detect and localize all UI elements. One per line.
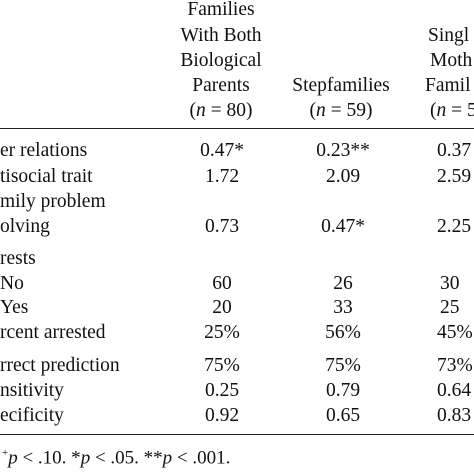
- col2-n-var: n: [316, 100, 326, 121]
- col3-header-line1: Singl: [428, 25, 470, 46]
- col1-header-n: (n = 80): [189, 100, 253, 121]
- cell-col2: 0.47*: [321, 216, 365, 237]
- footnote-text: < .10. *: [17, 447, 81, 469]
- row-label: rrect prediction: [0, 355, 120, 376]
- cell-col2: 56%: [325, 322, 361, 343]
- footnote-dagger: +: [2, 447, 9, 459]
- cell-col3: 0.83: [437, 405, 472, 426]
- col1-n-value: = 80): [205, 100, 253, 121]
- row-label: No: [0, 273, 24, 294]
- footnote-p: p: [80, 447, 91, 469]
- col1-n-var: n: [196, 100, 206, 121]
- cell-col3: 2.59: [437, 166, 472, 187]
- col2-header: Stepfamilies: [292, 75, 390, 96]
- bottom-rule: [0, 434, 474, 435]
- cell-col2: 0.79: [325, 380, 361, 401]
- cell-col2: 0.23**: [316, 140, 370, 161]
- cell-col2: 0.65: [325, 405, 361, 426]
- row-label: olving: [0, 216, 50, 237]
- cell-col1: 25%: [204, 322, 240, 343]
- header-rule: [0, 128, 474, 129]
- col2-n-value: = 59): [325, 100, 373, 121]
- col3-header-line2: Moth: [430, 50, 473, 71]
- col2-header-n: (n = 59): [309, 100, 373, 121]
- cell-col3: 0.37: [437, 140, 472, 161]
- cell-col1: 60: [212, 273, 232, 294]
- row-label: rcent arrested: [0, 322, 106, 343]
- footnote-text: < .05. **: [90, 447, 163, 469]
- footnote-p: p: [8, 447, 18, 469]
- row-label: rests: [0, 248, 36, 269]
- row-label: ecificity: [0, 405, 64, 426]
- col3-n-value: = 5: [446, 100, 474, 121]
- col3-n-var: n: [436, 100, 447, 121]
- cell-col1: 0.73: [204, 216, 240, 237]
- cell-col1: 20: [212, 297, 232, 318]
- table-footnote: +p < .10. *p < .05. **p < .001.: [2, 447, 231, 469]
- cell-col1: 75%: [204, 355, 240, 376]
- col1-header-line4: Parents: [192, 75, 250, 96]
- col3-header-n: (n = 5: [430, 101, 474, 121]
- row-label: tisocial trait: [0, 166, 93, 187]
- row-label: nsitivity: [0, 380, 64, 401]
- row-label: mily problem: [0, 191, 106, 212]
- cell-col3: 2.25: [437, 216, 472, 237]
- row-label: Yes: [0, 297, 29, 318]
- col3-header-line3: Famil: [425, 75, 471, 96]
- cell-col2: 2.09: [325, 166, 361, 187]
- cell-col1: 0.92: [204, 405, 240, 426]
- row-label: er relations: [0, 140, 88, 161]
- col1-header-line1: Families: [187, 0, 255, 20]
- cell-col3: 45%: [437, 322, 473, 343]
- cell-col2: 33: [333, 297, 353, 318]
- col1-header-line2: With Both: [180, 25, 262, 46]
- cell-col3: 0.64: [437, 380, 472, 401]
- footnote-p: p: [162, 447, 173, 469]
- cell-col1: 1.72: [204, 166, 240, 187]
- cell-col3: 25: [440, 297, 460, 318]
- cell-col3: 30: [440, 273, 460, 294]
- cell-col2: 26: [333, 273, 353, 294]
- cell-col3: 73%: [437, 355, 473, 376]
- cell-col2: 75%: [325, 355, 361, 376]
- footnote-text: < .001.: [172, 447, 231, 469]
- cell-col1: 0.25: [204, 380, 240, 401]
- col1-header-line3: Biological: [180, 50, 262, 71]
- cell-col1: 0.47*: [200, 140, 244, 161]
